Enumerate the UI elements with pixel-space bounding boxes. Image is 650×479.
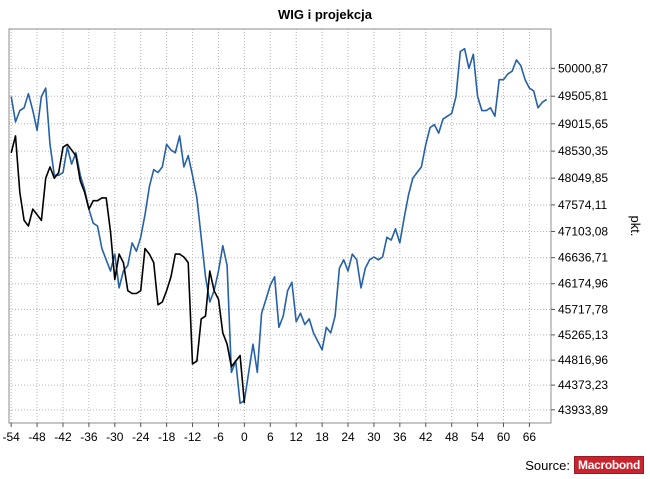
- y-tick-label: 44816,96: [558, 353, 608, 367]
- y-tick-label: 44373,23: [558, 378, 608, 392]
- series-line-1: [10, 47, 548, 405]
- y-tick-label: 47574,11: [558, 198, 607, 212]
- x-tick-label: 42: [419, 430, 433, 444]
- x-tick-label: -12: [184, 430, 202, 444]
- y-tick-label: 43933,89: [558, 403, 608, 417]
- y-tick-label: 47103,08: [558, 224, 608, 238]
- x-tick-label: 48: [445, 430, 459, 444]
- x-tick-label: -18: [158, 430, 176, 444]
- x-tick-label: 60: [497, 430, 511, 444]
- x-tick-label: -36: [80, 430, 98, 444]
- x-tick-label: -30: [106, 430, 124, 444]
- macrobond-logo: Macrobond: [574, 456, 644, 474]
- grid: [9, 29, 551, 423]
- x-tick-label: -42: [54, 430, 72, 444]
- x-tick-label: 12: [290, 430, 304, 444]
- x-axis: -54 -48 -42 -36 -30 -24 -18 -12 -6 0 6 12 18 24 30 36 42…: [2, 423, 536, 444]
- x-tick-label: -48: [28, 430, 46, 444]
- x-tick-label: 6: [267, 430, 274, 444]
- y-axis: 43933,89 44373,23 44816,96 45265,13 45717,78…: [551, 61, 608, 417]
- x-tick-label: 66: [523, 430, 537, 444]
- chart-title: WIG i projekcja: [278, 7, 373, 22]
- y-tick-label: 48049,85: [558, 171, 608, 185]
- y-tick-label: 46636,71: [558, 251, 608, 265]
- series-line-2: [10, 135, 246, 404]
- x-tick-label: 36: [393, 430, 407, 444]
- y-tick-label: 45265,13: [558, 328, 608, 342]
- x-tick-label: -54: [2, 430, 20, 444]
- x-tick-label: 24: [341, 430, 355, 444]
- y-axis-label: pkt.: [628, 216, 643, 237]
- plot-frame: [8, 28, 552, 424]
- x-tick-label: 18: [315, 430, 329, 444]
- y-tick-label: 48530,35: [558, 144, 608, 158]
- y-tick-label: 45717,78: [558, 302, 608, 316]
- y-tick-label: 46174,96: [558, 277, 608, 291]
- x-tick-label: -6: [213, 430, 224, 444]
- source-label: Source:: [525, 457, 571, 473]
- x-tick-label: -24: [132, 430, 150, 444]
- source-credit: Source: Macrobond: [525, 456, 644, 474]
- y-tick-label: 49505,81: [558, 89, 608, 103]
- y-tick-label: 50000,87: [558, 61, 608, 75]
- x-tick-label: 0: [241, 430, 248, 444]
- y-tick-label: 49015,65: [558, 117, 608, 131]
- series-layer: [10, 47, 548, 405]
- x-tick-label: 54: [471, 430, 485, 444]
- x-tick-label: 30: [367, 430, 381, 444]
